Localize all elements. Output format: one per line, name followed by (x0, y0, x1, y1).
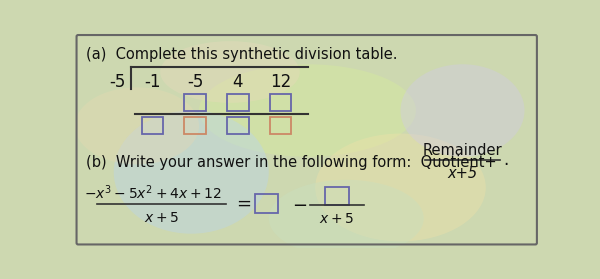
Text: 12: 12 (270, 73, 291, 91)
Bar (255, 194, 278, 213)
Bar (269, 94, 291, 111)
Text: $x + 5$: $x + 5$ (144, 211, 179, 225)
Text: -1: -1 (144, 73, 161, 91)
Ellipse shape (114, 110, 269, 234)
Bar (227, 94, 248, 111)
Text: x+5: x+5 (448, 166, 478, 181)
Ellipse shape (199, 64, 416, 157)
Text: (b)  Write your answer in the following form:  Quotient+: (b) Write your answer in the following f… (86, 155, 496, 170)
Bar (325, 187, 349, 205)
Text: -5: -5 (187, 73, 203, 91)
Bar (142, 117, 163, 134)
Bar (184, 94, 206, 111)
Text: $-$: $-$ (292, 195, 307, 213)
Text: 4: 4 (233, 73, 243, 91)
Bar (184, 117, 206, 134)
Ellipse shape (75, 87, 199, 164)
Ellipse shape (160, 41, 300, 103)
Text: $-x^3 - 5x^2 + 4x + 12$: $-x^3 - 5x^2 + 4x + 12$ (83, 184, 221, 202)
Text: -5: -5 (109, 73, 126, 91)
Ellipse shape (401, 64, 524, 157)
Bar (227, 117, 248, 134)
Ellipse shape (315, 134, 486, 241)
Text: Remainder: Remainder (422, 143, 502, 158)
Text: (a)  Complete this synthetic division table.: (a) Complete this synthetic division tab… (86, 47, 397, 62)
Text: =: = (236, 195, 251, 213)
Text: .: . (503, 151, 508, 169)
Text: $x + 5$: $x + 5$ (319, 212, 355, 226)
Ellipse shape (269, 180, 424, 257)
Bar (269, 117, 291, 134)
